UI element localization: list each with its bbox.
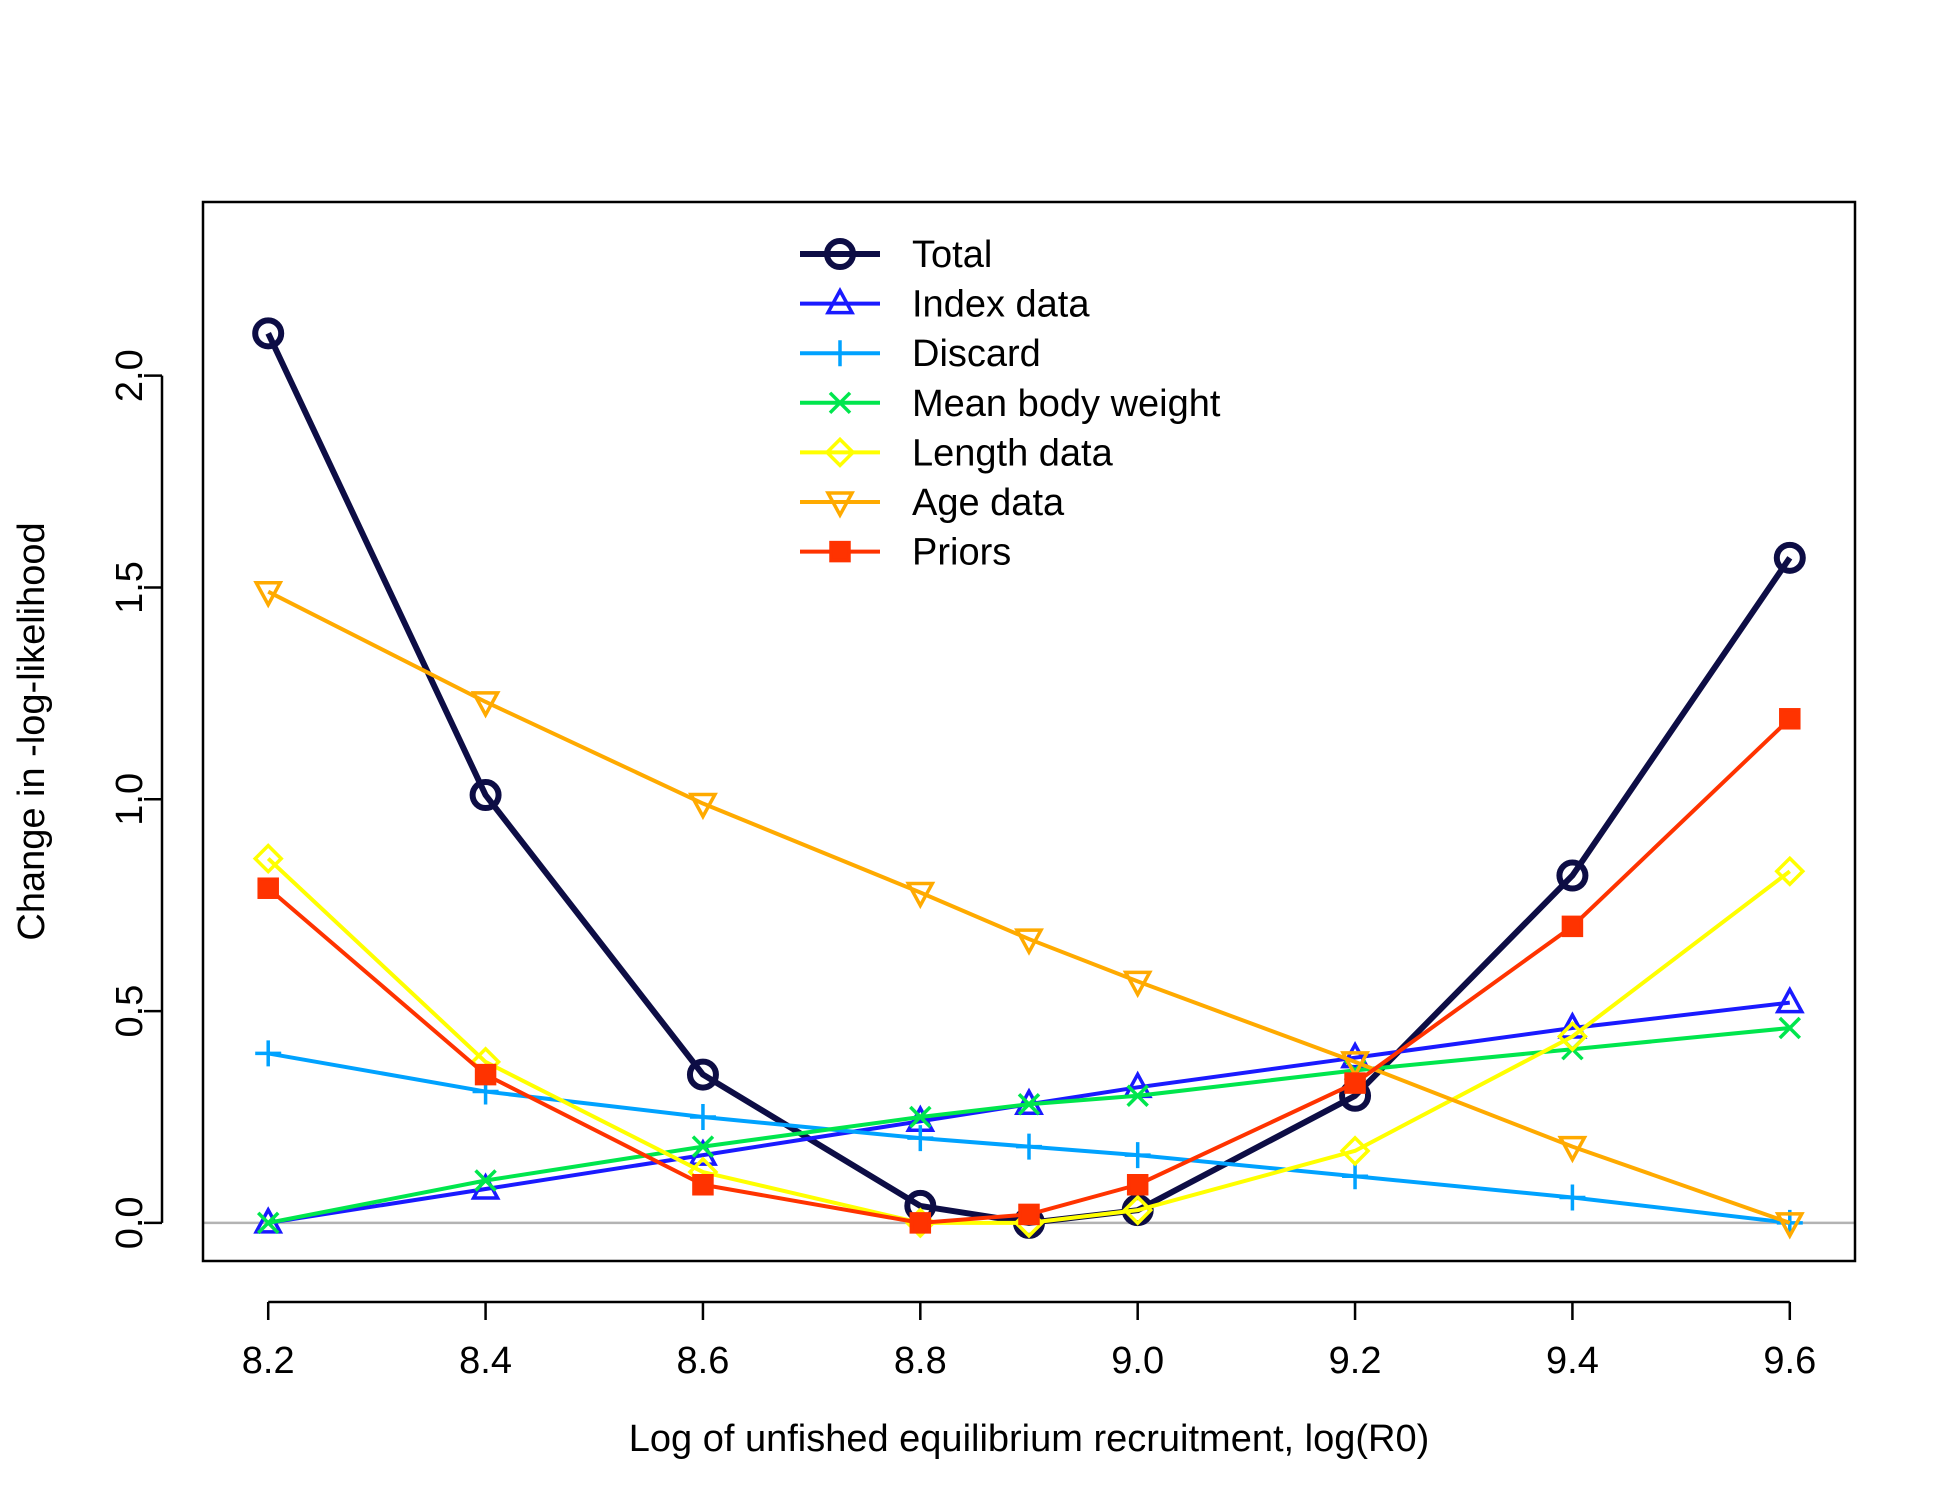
data-point-mean-body-weight bbox=[1778, 1016, 1802, 1040]
y-tick-label: 1.5 bbox=[109, 561, 151, 614]
data-point-length-data bbox=[252, 843, 284, 875]
data-point-total bbox=[686, 1058, 719, 1091]
legend-item-total: Total bbox=[800, 234, 992, 276]
data-point-length-data bbox=[1122, 1194, 1154, 1226]
y-tick-label: 2.0 bbox=[109, 349, 151, 402]
data-point-discard bbox=[1016, 1133, 1042, 1160]
data-point-discard bbox=[1342, 1163, 1369, 1190]
legend-label: Priors bbox=[912, 532, 1011, 574]
legend-item-discard: Discard bbox=[800, 333, 1041, 375]
legend-label: Mean body weight bbox=[912, 383, 1221, 425]
data-point-mean-body-weight bbox=[1017, 1093, 1041, 1116]
legend-marker-total bbox=[824, 238, 856, 270]
legend-label: Total bbox=[912, 234, 992, 276]
legend-label: Discard bbox=[912, 333, 1041, 375]
legend-item-mean-body-weight: Mean body weight bbox=[800, 383, 1221, 425]
x-tick-label: 9.0 bbox=[1111, 1340, 1164, 1382]
plot-frame bbox=[201, 200, 1857, 1263]
data-point-total bbox=[469, 779, 502, 812]
data-point-priors bbox=[692, 1174, 714, 1196]
data-point-age-data bbox=[687, 792, 718, 821]
legend-label: Index data bbox=[912, 284, 1090, 326]
legend-item-age-data: Age data bbox=[800, 482, 1065, 524]
series-mean-body-weight bbox=[256, 1016, 1802, 1235]
legend-label: Length data bbox=[912, 432, 1114, 474]
data-point-mean-body-weight bbox=[909, 1105, 932, 1129]
x-tick-label: 9.4 bbox=[1546, 1340, 1599, 1382]
data-point-age-data bbox=[1774, 1212, 1805, 1240]
legend-marker-priors bbox=[829, 540, 851, 563]
legend: Total Index data Discard Mean body weight Le… bbox=[800, 234, 1221, 574]
data-point-priors bbox=[909, 1212, 932, 1234]
data-point-length-data bbox=[1339, 1135, 1371, 1167]
data-point-mean-body-weight bbox=[256, 1211, 280, 1235]
legend-item-priors: Priors bbox=[800, 532, 1011, 574]
data-point-total bbox=[1556, 859, 1589, 892]
data-point-age-data bbox=[253, 580, 284, 609]
legend-marker-discard bbox=[827, 340, 853, 367]
data-point-priors bbox=[1344, 1072, 1366, 1094]
data-point-discard bbox=[689, 1103, 716, 1130]
data-point-priors bbox=[1561, 915, 1584, 938]
legend-label: Age data bbox=[912, 482, 1065, 524]
x-tick-label: 8.2 bbox=[242, 1340, 295, 1382]
legend-item-index-data: Index data bbox=[800, 284, 1090, 326]
data-point-age-data bbox=[1122, 970, 1153, 999]
data-point-discard bbox=[1124, 1142, 1151, 1169]
data-point-priors bbox=[1126, 1174, 1149, 1196]
series-age-data bbox=[253, 580, 1805, 1240]
data-point-length-data bbox=[1556, 1021, 1588, 1052]
x-tick-label: 8.8 bbox=[894, 1340, 947, 1382]
series-line-age-data bbox=[267, 589, 1791, 1225]
y-axis-title: Change in -log-likelihood bbox=[11, 522, 53, 940]
data-point-age-data bbox=[470, 691, 501, 719]
data-point-priors bbox=[1018, 1203, 1040, 1226]
data-point-age-data bbox=[905, 881, 936, 910]
series-priors bbox=[257, 708, 1801, 1234]
data-point-discard bbox=[1559, 1184, 1586, 1211]
data-point-mean-body-weight bbox=[474, 1169, 497, 1192]
y-tick-label: 0.5 bbox=[109, 985, 151, 1038]
data-point-age-data bbox=[1014, 928, 1044, 956]
data-point-mean-body-weight bbox=[691, 1135, 715, 1158]
y-tick-label: 1.0 bbox=[109, 773, 151, 826]
data-point-total bbox=[1773, 541, 1806, 574]
x-axis-title: Log of unfished equilibrium recruitment,… bbox=[629, 1418, 1430, 1460]
legend-marker-length-data bbox=[824, 436, 856, 468]
data-point-index-data bbox=[1340, 1041, 1371, 1069]
legend-item-length-data: Length data bbox=[800, 432, 1114, 474]
data-point-age-data bbox=[1340, 1051, 1371, 1079]
data-point-mean-body-weight bbox=[1126, 1084, 1149, 1108]
data-point-discard bbox=[907, 1125, 934, 1152]
y-tick-label: 0.0 bbox=[109, 1196, 151, 1249]
legend-marker-index-data bbox=[825, 286, 855, 315]
data-point-total bbox=[252, 317, 285, 350]
data-point-priors bbox=[257, 877, 279, 899]
x-tick-label: 8.4 bbox=[459, 1340, 512, 1382]
x-tick-label: 9.6 bbox=[1763, 1340, 1816, 1382]
data-point-length-data bbox=[1774, 855, 1806, 887]
data-point-priors bbox=[474, 1063, 497, 1086]
data-point-index-data bbox=[1774, 985, 1805, 1014]
x-tick-label: 8.6 bbox=[677, 1340, 730, 1382]
legend-marker-age-data bbox=[825, 491, 855, 519]
data-point-discard bbox=[255, 1040, 282, 1067]
data-point-age-data bbox=[1557, 1135, 1588, 1164]
data-point-priors bbox=[1779, 708, 1801, 730]
legend-marker-mean-body-weight bbox=[828, 391, 852, 415]
x-tick-label: 9.2 bbox=[1329, 1340, 1382, 1382]
